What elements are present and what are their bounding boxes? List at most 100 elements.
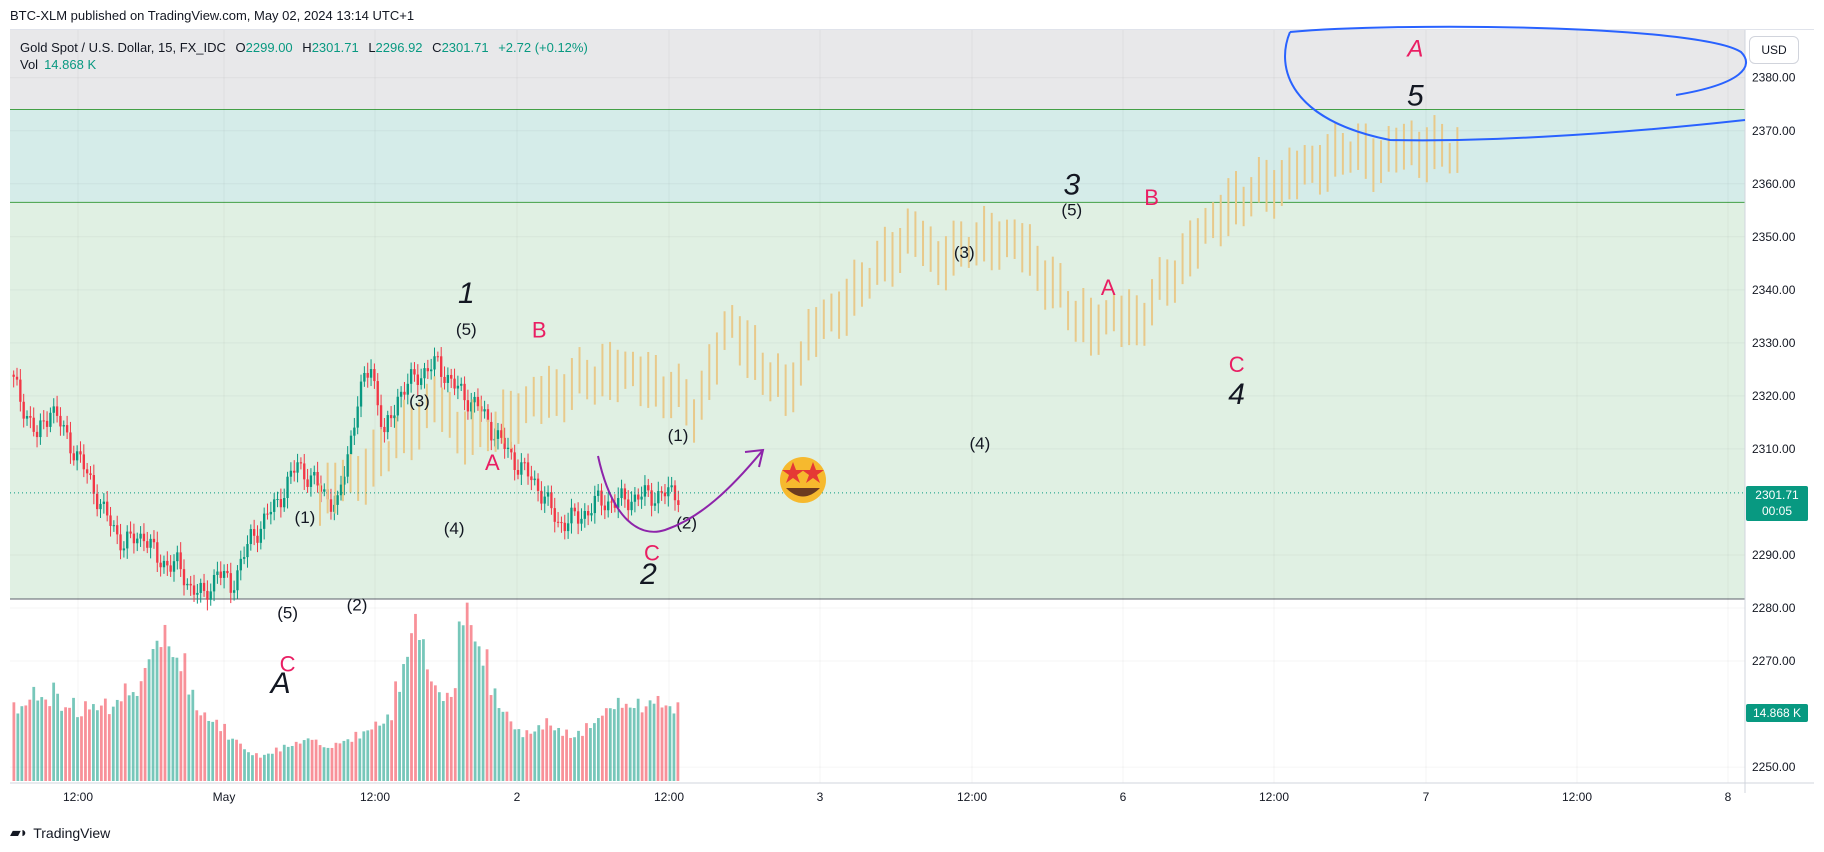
volume-bar	[111, 706, 115, 781]
volume-bar	[215, 719, 219, 781]
volume-bar	[163, 624, 167, 781]
wave-label: A	[1101, 275, 1116, 300]
low-value: 2296.92	[375, 40, 423, 55]
volume-bar	[437, 692, 441, 781]
time-tick-label: 12:00	[1562, 790, 1592, 804]
candle-body	[383, 426, 386, 433]
candle-body	[96, 493, 99, 510]
candle-body	[42, 420, 45, 422]
candle-body	[546, 492, 550, 497]
volume-bar	[314, 739, 318, 781]
candle-body	[129, 531, 132, 534]
volume-bar	[219, 731, 223, 781]
volume-bar	[88, 709, 91, 781]
candle-body	[196, 592, 199, 595]
volume-bar	[60, 710, 63, 781]
candle-body	[586, 511, 590, 516]
star-struck-emoji	[780, 457, 826, 503]
volume-bar	[346, 739, 350, 781]
candle-body	[242, 557, 246, 559]
candle-body	[152, 538, 156, 543]
volume-bar	[473, 641, 477, 781]
bar-countdown: 00:05	[1761, 504, 1793, 518]
candle-body	[607, 501, 610, 511]
volume-bar	[203, 712, 207, 781]
candle-body	[506, 447, 510, 450]
symbol-name[interactable]: Gold Spot / U.S. Dollar, 15, FX_IDC	[20, 40, 226, 55]
candle-body	[473, 396, 476, 403]
wave-label: 5	[1407, 79, 1424, 112]
time-tick-label: 12:00	[1259, 790, 1289, 804]
volume-bar	[469, 625, 473, 781]
candle-body	[399, 391, 403, 397]
candle-body	[516, 469, 520, 475]
candle-body	[192, 585, 196, 595]
volume-bar	[398, 691, 401, 781]
volume-bar	[477, 646, 481, 781]
volume-legend: Vol 14.868 K	[20, 57, 96, 72]
candle-body	[556, 521, 560, 523]
candle-body	[263, 513, 266, 529]
volume-bar	[505, 711, 509, 781]
curved-arrow-head	[744, 448, 765, 468]
candle-body	[306, 479, 309, 487]
volume-label[interactable]: Vol	[20, 57, 39, 72]
volume-bar	[370, 729, 374, 781]
volume-bar	[521, 737, 525, 781]
volume-bar	[338, 743, 342, 781]
candle-body	[202, 582, 206, 591]
volume-bar	[298, 743, 302, 781]
volume-bar	[366, 730, 370, 781]
candle-body	[209, 591, 212, 600]
candle-body	[650, 490, 653, 506]
volume-bar	[350, 741, 354, 781]
volume-bar	[509, 721, 513, 781]
candle-body	[132, 533, 136, 544]
candle-body	[119, 534, 122, 551]
candle-body	[176, 552, 179, 562]
close-value: 2301.71	[441, 40, 489, 55]
candle-body	[69, 432, 72, 454]
tradingview-logo[interactable]: ▰◗ TradingView	[10, 824, 110, 841]
last-price-tag: 2301.71 00:05	[1746, 486, 1808, 521]
volume-bar	[96, 710, 99, 781]
candle-body	[62, 425, 65, 427]
open-value: 2299.00	[245, 40, 293, 55]
candle-body	[603, 505, 607, 511]
volume-bar	[414, 613, 417, 781]
candle-body	[667, 487, 670, 497]
candle-body	[269, 511, 273, 515]
top-band	[10, 30, 1745, 110]
volume-bar	[497, 708, 501, 781]
price-tick-label: 2350.00	[1752, 230, 1796, 244]
volume-bar	[525, 730, 529, 781]
volume-bar	[12, 702, 16, 781]
currency-button[interactable]: USD	[1749, 36, 1799, 64]
volume-bar	[358, 738, 362, 781]
time-tick-label: 2	[514, 790, 521, 804]
candle-body	[116, 525, 119, 535]
candle-body	[520, 462, 523, 475]
volume-bar	[103, 698, 107, 781]
wave-label: (2)	[347, 596, 368, 615]
volume-bar	[266, 753, 270, 781]
wave-label: (5)	[277, 604, 298, 623]
volume-tag: 14.868 K	[1746, 704, 1808, 722]
volume-bar	[501, 711, 505, 781]
volume-bar	[481, 665, 485, 781]
candle-body	[92, 475, 95, 494]
candle-body	[316, 471, 319, 486]
volume-bar	[227, 739, 230, 781]
volume-bar	[465, 602, 469, 781]
volume-bar	[648, 700, 652, 781]
candle-body	[446, 374, 450, 383]
candle-body	[640, 496, 643, 500]
candle-body	[29, 416, 32, 418]
candle-body	[212, 574, 216, 592]
volume-bar	[386, 714, 390, 781]
highlight-ellipse	[1284, 25, 1747, 142]
candle-body	[259, 528, 262, 543]
volume-bar	[581, 735, 584, 781]
volume-bar	[382, 723, 386, 781]
